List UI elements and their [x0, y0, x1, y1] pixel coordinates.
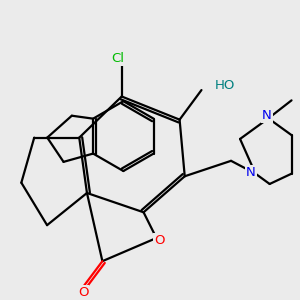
Text: O: O: [78, 286, 88, 299]
Text: N: N: [262, 109, 272, 122]
Text: O: O: [154, 235, 165, 248]
Text: Cl: Cl: [111, 52, 124, 65]
Text: N: N: [246, 166, 256, 179]
Text: HO: HO: [215, 79, 235, 92]
